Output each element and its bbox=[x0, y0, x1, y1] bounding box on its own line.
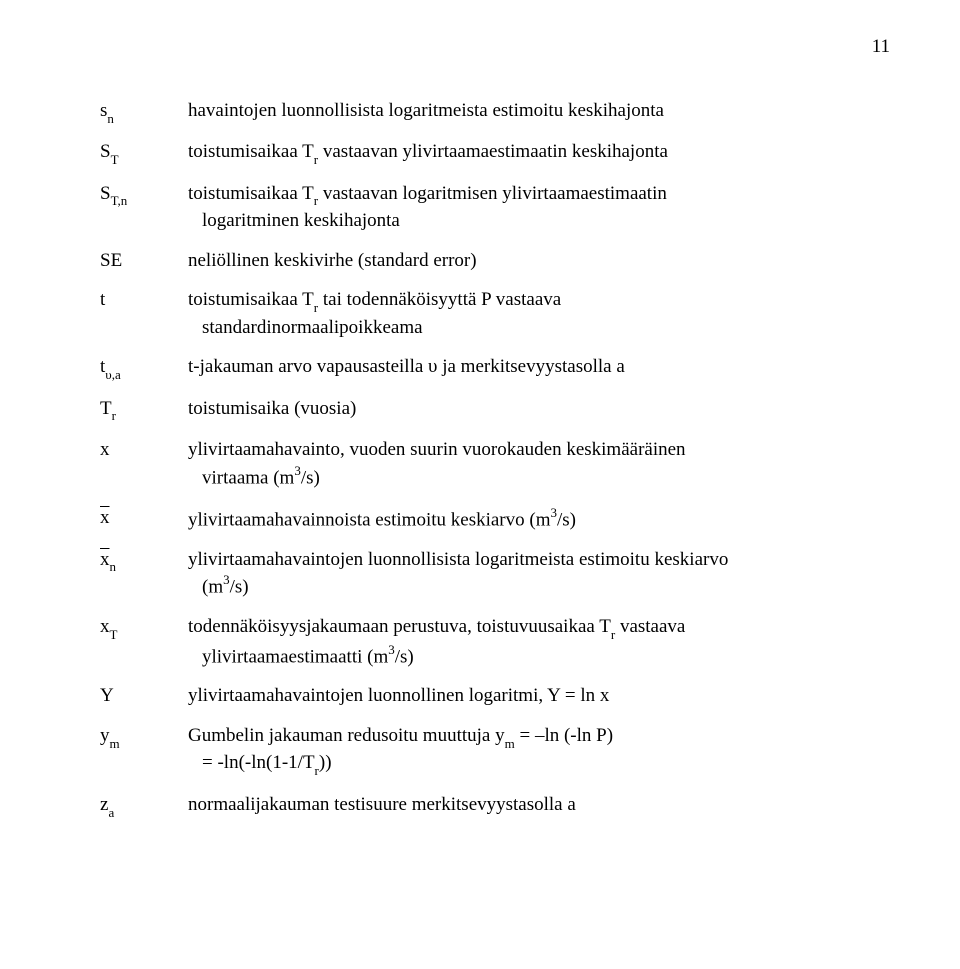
symbol: Y bbox=[100, 683, 188, 709]
description: ylivirtaamahavaintojen luonnollinen loga… bbox=[188, 683, 890, 709]
definition-row: tυ,a t-jakauman arvo vapausasteilla υ ja… bbox=[100, 354, 890, 381]
page-number: 11 bbox=[100, 36, 890, 58]
description: ylivirtaamahavainto, vuoden suurin vuoro… bbox=[188, 437, 890, 491]
definition-row: Y ylivirtaamahavaintojen luonnollinen lo… bbox=[100, 683, 890, 709]
symbol: x bbox=[100, 505, 188, 533]
description: toistumisaika (vuosia) bbox=[188, 396, 890, 423]
definition-row: t toistumisaikaa Tr tai todennäköisyyttä… bbox=[100, 287, 890, 340]
definition-row: x ylivirtaamahavainnoista estimoitu kesk… bbox=[100, 505, 890, 533]
definition-row: ST,n toistumisaikaa Tr vastaavan logarit… bbox=[100, 181, 890, 234]
description: normaalijakauman testisuure merkitsevyys… bbox=[188, 792, 890, 819]
description: t-jakauman arvo vapausasteilla υ ja merk… bbox=[188, 354, 890, 381]
symbol: SE bbox=[100, 248, 188, 274]
definition-row: x ylivirtaamahavainto, vuoden suurin vuo… bbox=[100, 437, 890, 491]
symbol: t bbox=[100, 287, 188, 340]
symbol: x bbox=[100, 437, 188, 491]
description: todennäköisyysjakaumaan perustuva, toist… bbox=[188, 614, 890, 669]
definition-row: za normaalijakauman testisuure merkitsev… bbox=[100, 792, 890, 819]
symbol: za bbox=[100, 792, 188, 819]
symbol: xn bbox=[100, 547, 188, 601]
description: Gumbelin jakauman redusoitu muuttuja ym … bbox=[188, 723, 890, 778]
description: toistumisaikaa Tr tai todennäköisyyttä P… bbox=[188, 287, 890, 340]
description: toistumisaikaa Tr vastaavan ylivirtaamae… bbox=[188, 139, 890, 166]
symbol-definitions: sn havaintojen luonnollisista logaritmei… bbox=[100, 98, 890, 819]
symbol: ST,n bbox=[100, 181, 188, 234]
definition-row: ST toistumisaikaa Tr vastaavan ylivirtaa… bbox=[100, 139, 890, 166]
symbol: sn bbox=[100, 98, 188, 125]
description: neliöllinen keskivirhe (standard error) bbox=[188, 248, 890, 274]
description: havaintojen luonnollisista logaritmeista… bbox=[188, 98, 890, 125]
description: toistumisaikaa Tr vastaavan logaritmisen… bbox=[188, 181, 890, 234]
symbol: Tr bbox=[100, 396, 188, 423]
symbol: xT bbox=[100, 614, 188, 669]
description: ylivirtaamahavainnoista estimoitu keskia… bbox=[188, 505, 890, 533]
symbol: ST bbox=[100, 139, 188, 166]
definition-row: sn havaintojen luonnollisista logaritmei… bbox=[100, 98, 890, 125]
definition-row: xn ylivirtaamahavaintojen luonnollisista… bbox=[100, 547, 890, 601]
description: ylivirtaamahavaintojen luonnollisista lo… bbox=[188, 547, 890, 601]
definition-row: xT todennäköisyysjakaumaan perustuva, to… bbox=[100, 614, 890, 669]
definition-row: ym Gumbelin jakauman redusoitu muuttuja … bbox=[100, 723, 890, 778]
symbol: tυ,a bbox=[100, 354, 188, 381]
definition-row: SE neliöllinen keskivirhe (standard erro… bbox=[100, 248, 890, 274]
symbol: ym bbox=[100, 723, 188, 778]
definition-row: Tr toistumisaika (vuosia) bbox=[100, 396, 890, 423]
